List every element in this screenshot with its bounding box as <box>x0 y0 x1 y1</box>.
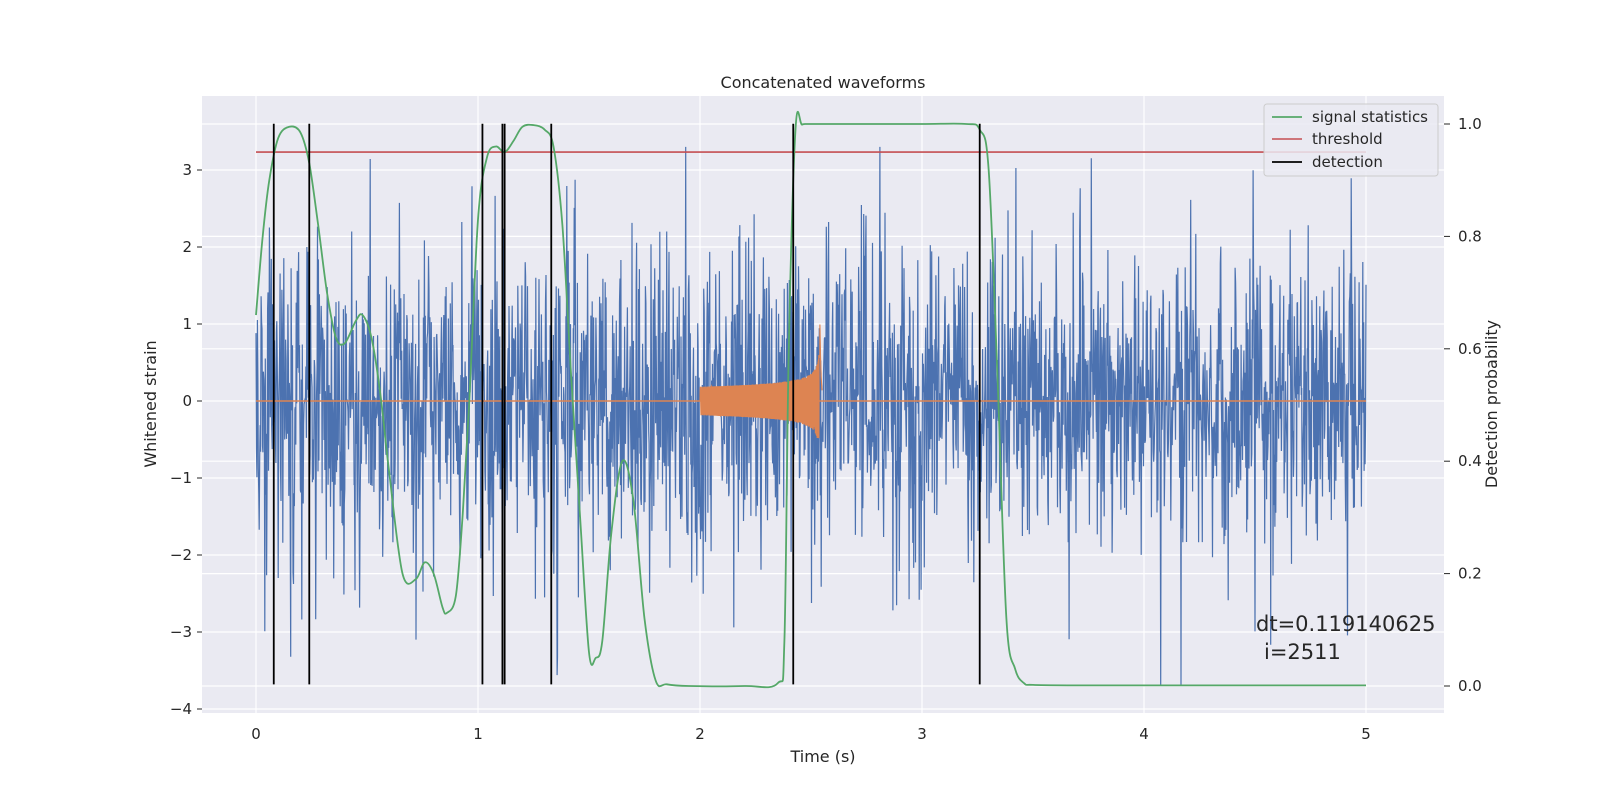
y2-tick-label: 0.2 <box>1458 565 1482 583</box>
y2-axis-ticks: 0.0 0.2 0.4 0.6 0.8 1.0 <box>1444 115 1482 695</box>
x-tick-label: 5 <box>1361 725 1371 743</box>
y-tick-label: −2 <box>170 546 192 564</box>
signal-statistics-line <box>255 110 1366 689</box>
chart-title: Concatenated waveforms <box>721 73 926 92</box>
x-tick-label: 2 <box>695 725 705 743</box>
x-axis-label: Time (s) <box>789 747 855 766</box>
y2-axis-label: Detection probability <box>1482 320 1501 488</box>
y2-tick-label: 0.0 <box>1458 677 1482 695</box>
x-axis-ticks: 0 1 2 3 4 5 <box>251 725 1371 743</box>
legend-box <box>1263 103 1439 177</box>
legend-label-detection: detection <box>1312 153 1383 171</box>
waveform-series-line <box>699 324 823 439</box>
legend: signal statistics threshold detection <box>1263 103 1439 177</box>
y-tick-label: 2 <box>182 238 192 256</box>
y2-tick-label: 0.4 <box>1458 452 1482 470</box>
y2-tick-label: 0.8 <box>1458 227 1482 245</box>
y2-tick-label: 0.6 <box>1458 340 1482 358</box>
y-tick-label: −1 <box>170 469 192 487</box>
legend-label-signal: signal statistics <box>1312 108 1428 126</box>
y-tick-label: −4 <box>170 700 192 718</box>
y-axis-ticks: −4 −3 −2 −1 0 1 2 3 <box>170 161 202 718</box>
x-tick-label: 1 <box>473 725 483 743</box>
y-tick-label: 3 <box>182 161 192 179</box>
legend-label-threshold: threshold <box>1312 130 1383 148</box>
y2-tick-label: 1.0 <box>1458 115 1482 133</box>
y-tick-label: 0 <box>182 392 192 410</box>
annotation-dt: dt=0.119140625 <box>1256 612 1435 636</box>
plot-area <box>255 110 1367 689</box>
y-tick-label: 1 <box>182 315 192 333</box>
y-tick-label: −3 <box>170 623 192 641</box>
x-tick-label: 4 <box>1139 725 1149 743</box>
annotation-index: i=2511 <box>1264 640 1341 664</box>
x-tick-label: 0 <box>251 725 261 743</box>
x-tick-label: 3 <box>917 725 927 743</box>
y-axis-label: Whitened strain <box>141 340 160 467</box>
detection-lines <box>272 123 981 685</box>
